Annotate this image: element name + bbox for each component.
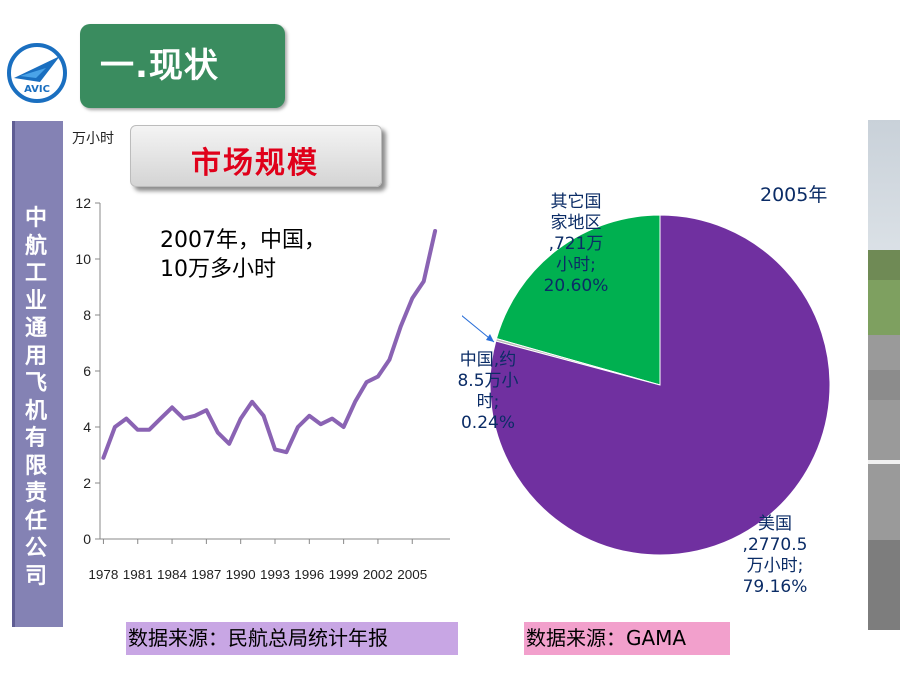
- pie-label-line: 小时;: [556, 255, 596, 275]
- data-point: [376, 375, 380, 379]
- x-tick-label: 1996: [294, 567, 324, 582]
- x-tick-label: 1978: [88, 567, 118, 582]
- y-tick-label: 8: [83, 307, 91, 323]
- data-point: [284, 450, 288, 454]
- note-line-2: 10万多小时: [160, 257, 276, 282]
- pie-label-line: 其它国: [550, 192, 602, 212]
- x-tick-label: 1987: [191, 567, 221, 582]
- data-point: [147, 428, 151, 432]
- data-point: [296, 425, 300, 429]
- data-point: [204, 408, 208, 412]
- avic-logo: AVIC: [6, 42, 68, 104]
- pie-label-line: 0.24%: [460, 413, 515, 433]
- x-tick-label: 1999: [329, 567, 359, 582]
- logo-text: AVIC: [24, 84, 50, 95]
- data-point: [159, 417, 163, 421]
- data-point: [101, 456, 105, 460]
- x-tick-label: 2005: [397, 567, 427, 582]
- data-point: [273, 447, 277, 451]
- data-point: [170, 405, 174, 409]
- market-size-button[interactable]: [130, 125, 382, 187]
- pie-label-line: ,721万: [548, 234, 604, 254]
- data-point: [239, 417, 243, 421]
- data-point: [113, 425, 117, 429]
- company-name: 中航工业通用飞机有限责任公司: [24, 205, 47, 589]
- leader-arrow: [462, 315, 495, 343]
- pie-label-line: 79.16%: [742, 577, 808, 597]
- data-point: [319, 422, 323, 426]
- line-chart: 0 2 4 6 8 10 12 1978 1981 1984 1987 1990 1993 1996 199…: [75, 195, 450, 582]
- data-point: [422, 279, 426, 283]
- data-point: [181, 417, 185, 421]
- x-tick-label: 1993: [260, 567, 290, 582]
- runway-photo: [868, 120, 900, 630]
- y-tick-label: 10: [75, 251, 91, 267]
- y-tick-label: 4: [83, 419, 91, 435]
- y-tick-label: 6: [83, 363, 91, 379]
- pie-label-usa: 美国 ,2770.5 万小时; 79.16%: [728, 514, 822, 598]
- title-banner: [80, 24, 285, 108]
- data-point: [193, 414, 197, 418]
- y-axis-label: 万小时: [72, 131, 114, 147]
- pie-label-line: 20.60%: [543, 276, 609, 296]
- pie-slice: [489, 214, 831, 556]
- y-tick-label: 0: [83, 531, 91, 547]
- data-point: [136, 428, 140, 432]
- x-tick-label: 1981: [123, 567, 153, 582]
- x-tick-label: 2002: [363, 567, 393, 582]
- pie-label-line: 美国: [758, 514, 792, 534]
- page-title: 一.现状: [100, 46, 219, 86]
- data-point: [410, 296, 414, 300]
- pie-label-line: 万小时;: [746, 556, 804, 576]
- data-source-right: 数据来源：GAMA: [524, 622, 730, 655]
- x-tick-label: 1984: [157, 567, 187, 582]
- data-point: [342, 425, 346, 429]
- data-point: [353, 400, 357, 404]
- pie-label-line: 时;: [476, 392, 500, 412]
- pie-label-line: 中国,约: [459, 350, 517, 370]
- pie-label-china: 中国,约 8.5万小 时; 0.24%: [450, 350, 526, 434]
- y-tick-label: 12: [75, 195, 91, 211]
- series-line: [101, 229, 438, 460]
- pie-slice: [495, 214, 661, 386]
- data-point: [216, 431, 220, 435]
- note-line-1: 2007年，中国，: [160, 228, 326, 253]
- leader-arrowhead: [486, 334, 494, 342]
- pie-chart: [462, 214, 831, 556]
- data-point: [399, 324, 403, 328]
- data-point: [262, 414, 266, 418]
- pie-title: 2005年: [760, 184, 828, 206]
- data-point: [124, 417, 128, 421]
- y-tick-label: 2: [83, 475, 91, 491]
- market-size-label: 市场规模: [191, 146, 319, 181]
- x-tick-label: 1990: [226, 567, 256, 582]
- pie-label-line: 家地区: [550, 213, 602, 233]
- pie-label-other: 其它国 家地区 ,721万 小时; 20.60%: [533, 192, 619, 297]
- data-point: [433, 229, 437, 233]
- data-point: [307, 414, 311, 418]
- data-point: [387, 358, 391, 362]
- data-source-left: 数据来源：民航总局统计年报: [126, 622, 458, 655]
- data-point: [365, 380, 369, 384]
- data-point: [227, 442, 231, 446]
- data-point: [330, 417, 334, 421]
- sidebar: [12, 121, 63, 627]
- pie-label-line: ,2770.5: [742, 535, 808, 555]
- pie-label-line: 8.5万小: [457, 371, 519, 391]
- china-2007-note: 2007年，中国， 10万多小时: [160, 226, 326, 284]
- data-point: [250, 400, 254, 404]
